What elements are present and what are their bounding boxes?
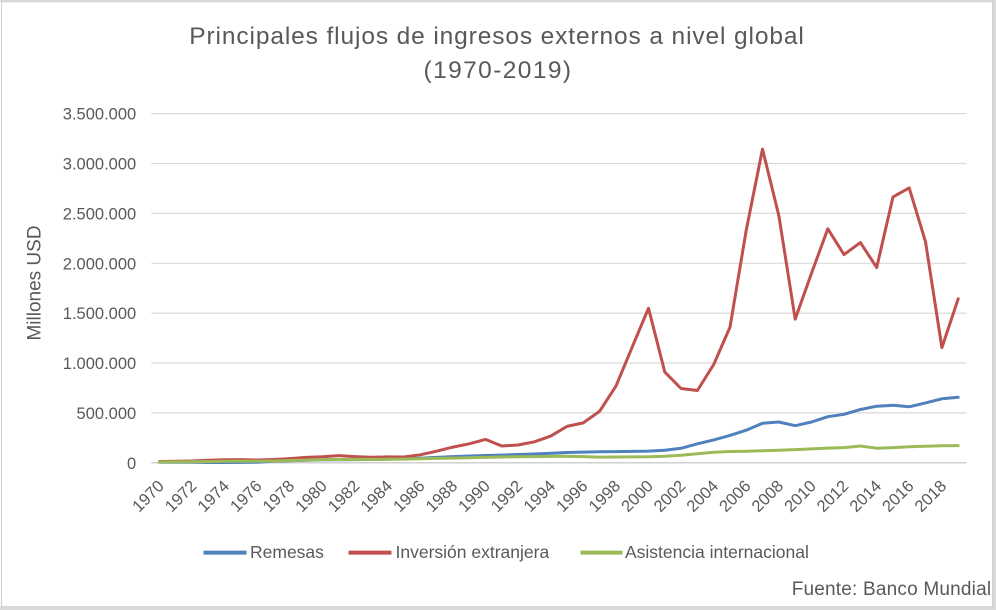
svg-text:Principales flujos de ingresos: Principales flujos de ingresos externos …: [189, 23, 804, 50]
svg-text:1.500.000: 1.500.000: [63, 305, 136, 323]
svg-text:1.000.000: 1.000.000: [63, 355, 136, 373]
svg-text:500.000: 500.000: [77, 405, 137, 423]
svg-text:Fuente: Banco Mundial: Fuente: Banco Mundial: [792, 579, 992, 600]
svg-text:Inversión extranjera: Inversión extranjera: [396, 542, 550, 562]
svg-text:Remesas: Remesas: [250, 542, 324, 562]
svg-text:3.500.000: 3.500.000: [63, 106, 136, 124]
svg-text:2.500.000: 2.500.000: [63, 205, 136, 223]
svg-text:Asistencia internacional: Asistencia internacional: [625, 542, 809, 562]
svg-text:0: 0: [127, 455, 136, 473]
svg-text:2.000.000: 2.000.000: [63, 255, 136, 273]
svg-text:Millones USD: Millones USD: [25, 225, 46, 340]
svg-text:3.000.000: 3.000.000: [63, 156, 136, 174]
svg-text:(1970-2019): (1970-2019): [424, 57, 573, 84]
